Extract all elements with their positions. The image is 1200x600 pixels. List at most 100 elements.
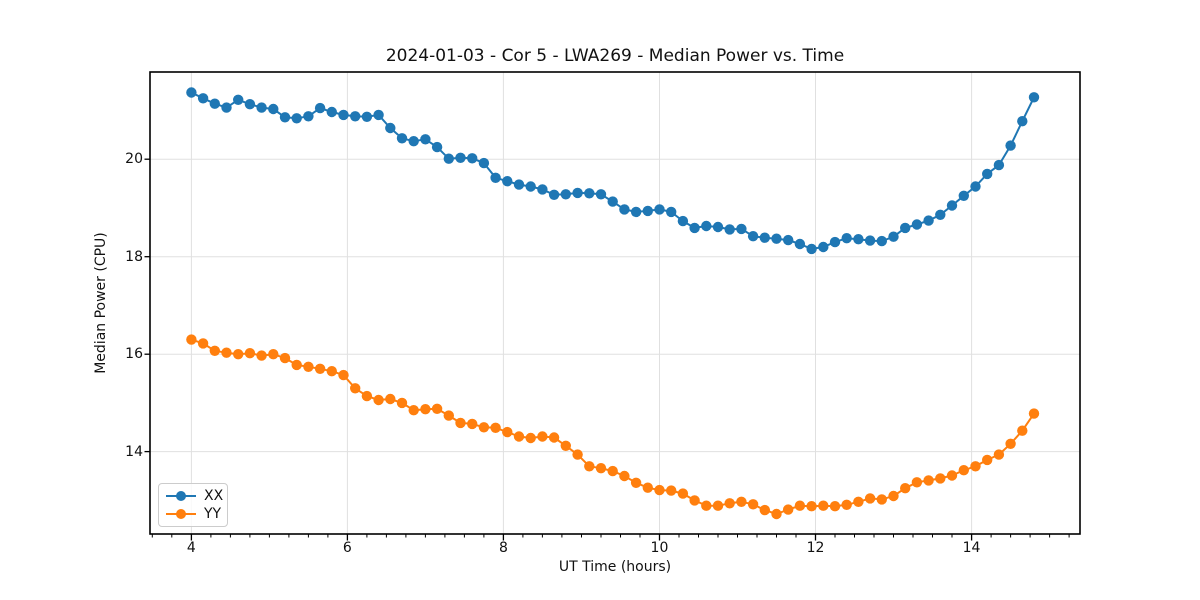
- y-tick-label-18: 18: [125, 248, 143, 265]
- series-marker-yy: [537, 431, 548, 442]
- series-marker-yy: [221, 347, 232, 358]
- series-marker-xx: [197, 93, 209, 104]
- y-tick-label-16: 16: [125, 346, 143, 363]
- y-tick-label-14: 14: [125, 443, 143, 460]
- series-marker-yy: [958, 465, 969, 476]
- series-marker-yy: [396, 397, 408, 409]
- series-marker-yy: [455, 417, 466, 429]
- series-marker-xx: [373, 109, 384, 121]
- series-marker-xx: [291, 113, 302, 124]
- series-marker-yy: [747, 499, 759, 510]
- series-marker-yy: [783, 504, 794, 515]
- series-marker-xx: [970, 181, 981, 192]
- legend: XX YY: [158, 483, 228, 527]
- series-marker-xx: [584, 188, 595, 199]
- series-marker-xx: [806, 243, 817, 255]
- series-marker-yy: [876, 494, 887, 505]
- series-marker-yy: [513, 431, 525, 442]
- series-marker-yy: [233, 349, 244, 360]
- series-marker-xx: [630, 206, 642, 218]
- series-marker-xx: [396, 133, 408, 144]
- series-marker-xx: [607, 196, 618, 207]
- series-marker-yy: [502, 426, 513, 438]
- series-marker-yy: [654, 484, 665, 496]
- series-marker-yy: [186, 334, 197, 345]
- series-marker-yy: [923, 475, 934, 486]
- series-marker-yy: [291, 359, 302, 371]
- series-marker-xx: [911, 219, 923, 230]
- series-marker-xx: [946, 200, 958, 211]
- series-marker-yy: [303, 361, 314, 372]
- series-marker-xx: [712, 221, 724, 233]
- series-marker-yy: [595, 463, 607, 474]
- series-marker-yy: [993, 449, 1005, 460]
- series-marker-xx: [701, 220, 712, 232]
- series-marker-xx: [1028, 92, 1040, 103]
- series-marker-xx: [888, 231, 899, 242]
- series-marker-yy: [326, 366, 337, 377]
- series-marker-yy: [607, 465, 618, 477]
- series-marker-yy: [736, 496, 747, 507]
- series-marker-xx: [502, 176, 513, 187]
- series-marker-xx: [818, 241, 829, 253]
- series-marker-yy: [970, 461, 981, 472]
- series-marker-yy: [677, 488, 689, 499]
- series-marker-yy: [408, 405, 419, 416]
- series-marker-yy: [338, 369, 349, 381]
- series-marker-yy: [911, 477, 923, 488]
- series-marker-yy: [982, 454, 993, 466]
- x-tick-label-8: 8: [498, 540, 508, 556]
- series-marker-xx: [233, 94, 244, 106]
- series-marker-yy: [841, 499, 852, 510]
- series-marker-xx: [268, 103, 279, 115]
- series-marker-yy: [548, 432, 560, 443]
- series-marker-xx: [619, 204, 630, 215]
- series-marker-yy: [864, 493, 876, 504]
- series-marker-xx: [513, 179, 525, 190]
- series-marker-yy: [209, 345, 220, 356]
- series-marker-yy: [443, 410, 454, 421]
- series-marker-yy: [689, 495, 700, 506]
- legend-entry-xx: XX: [166, 487, 224, 505]
- series-marker-xx: [467, 153, 478, 164]
- series-marker-xx: [642, 205, 653, 217]
- series-marker-xx: [900, 222, 911, 234]
- series-marker-xx: [993, 159, 1005, 171]
- series-marker-xx: [186, 87, 197, 98]
- legend-entry-yy: YY: [166, 505, 221, 523]
- series-marker-xx: [560, 189, 571, 200]
- series-marker-xx: [256, 102, 267, 113]
- series-marker-yy: [467, 418, 478, 430]
- series-marker-xx: [385, 122, 396, 134]
- series-marker-yy: [560, 440, 571, 451]
- series-marker-xx: [876, 235, 887, 247]
- series-marker-xx: [303, 111, 314, 122]
- series-marker-xx: [958, 190, 969, 201]
- series-marker-xx: [853, 234, 864, 245]
- y-tick-label-20: 20: [125, 151, 143, 168]
- series-marker-xx: [677, 215, 689, 227]
- series-marker-yy: [490, 422, 501, 433]
- series-marker-yy: [373, 394, 384, 406]
- series-marker-xx: [771, 233, 782, 244]
- series-marker-yy: [701, 500, 712, 511]
- series-marker-xx: [724, 224, 735, 235]
- series-marker-yy: [244, 348, 256, 359]
- legend-label-xx: XX: [204, 488, 224, 504]
- series-marker-yy: [771, 508, 782, 520]
- series-marker-yy: [794, 500, 806, 511]
- series-marker-xx: [1005, 140, 1016, 151]
- series-marker-yy: [935, 473, 946, 484]
- series-marker-yy: [525, 432, 536, 444]
- series-marker-yy: [1017, 425, 1028, 436]
- series-marker-xx: [736, 223, 747, 235]
- series-marker-yy: [853, 496, 864, 507]
- series-marker-yy: [888, 490, 899, 502]
- series-marker-yy: [759, 504, 770, 516]
- series-marker-xx: [350, 111, 361, 122]
- series-marker-xx: [759, 232, 770, 243]
- series-marker-xx: [654, 204, 665, 215]
- x-axis-label: UT Time (hours): [558, 559, 672, 575]
- series-marker-xx: [209, 98, 220, 109]
